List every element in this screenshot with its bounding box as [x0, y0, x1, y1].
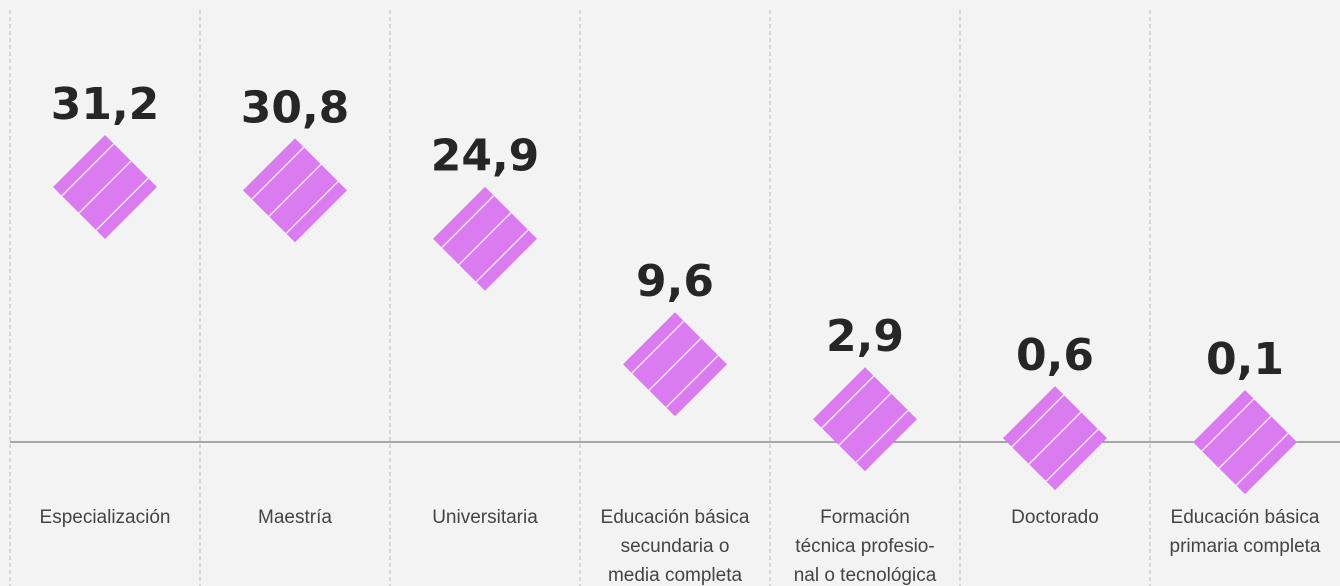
value-label: 0,1: [1206, 334, 1284, 385]
marker: [53, 135, 157, 240]
stripe: [1011, 394, 1065, 448]
stripe: [1235, 432, 1289, 486]
stripe: [631, 320, 685, 374]
category-label: Educación básica: [1171, 507, 1320, 528]
stripe: [1218, 415, 1272, 469]
stripe: [475, 229, 529, 283]
category-label: Educación básica: [601, 507, 750, 528]
stripe: [78, 160, 132, 214]
stripe: [838, 392, 892, 446]
category-label: Maestría: [258, 507, 332, 528]
category-label: Doctorado: [1011, 507, 1099, 528]
stripe: [665, 354, 719, 408]
value-label: 0,6: [1016, 330, 1094, 381]
stripe: [1045, 428, 1099, 482]
marker: [243, 138, 347, 243]
value-label: 24,9: [431, 131, 540, 182]
marker: [433, 186, 537, 291]
marker: [1193, 390, 1297, 495]
category-label: media completa: [608, 565, 743, 586]
marker: [623, 312, 727, 417]
stripe: [458, 212, 512, 266]
category-label: primaria completa: [1170, 536, 1321, 557]
stripe: [821, 375, 875, 429]
value-label: 9,6: [636, 256, 714, 307]
category-label: técnica profesio-: [795, 536, 934, 557]
marker: [813, 367, 917, 472]
stripe: [1201, 398, 1255, 452]
stripe: [441, 195, 495, 249]
value-label: 30,8: [241, 82, 350, 133]
category-label: Formación: [820, 507, 910, 528]
stripe: [648, 337, 702, 391]
stripe: [95, 177, 149, 231]
stripe: [61, 143, 115, 197]
stripe: [268, 163, 322, 217]
value-label: 2,9: [826, 311, 904, 362]
stripe: [285, 180, 339, 235]
category-label: secundaria o: [621, 536, 730, 557]
stripe: [1028, 411, 1082, 465]
category-label: nal o tecnológica: [794, 565, 937, 586]
marker: [1003, 386, 1107, 491]
value-label: 31,2: [51, 79, 160, 130]
stripe: [251, 146, 305, 200]
category-label: Especialización: [40, 507, 171, 528]
category-label: Universitaria: [432, 507, 538, 528]
stripe: [855, 409, 909, 463]
